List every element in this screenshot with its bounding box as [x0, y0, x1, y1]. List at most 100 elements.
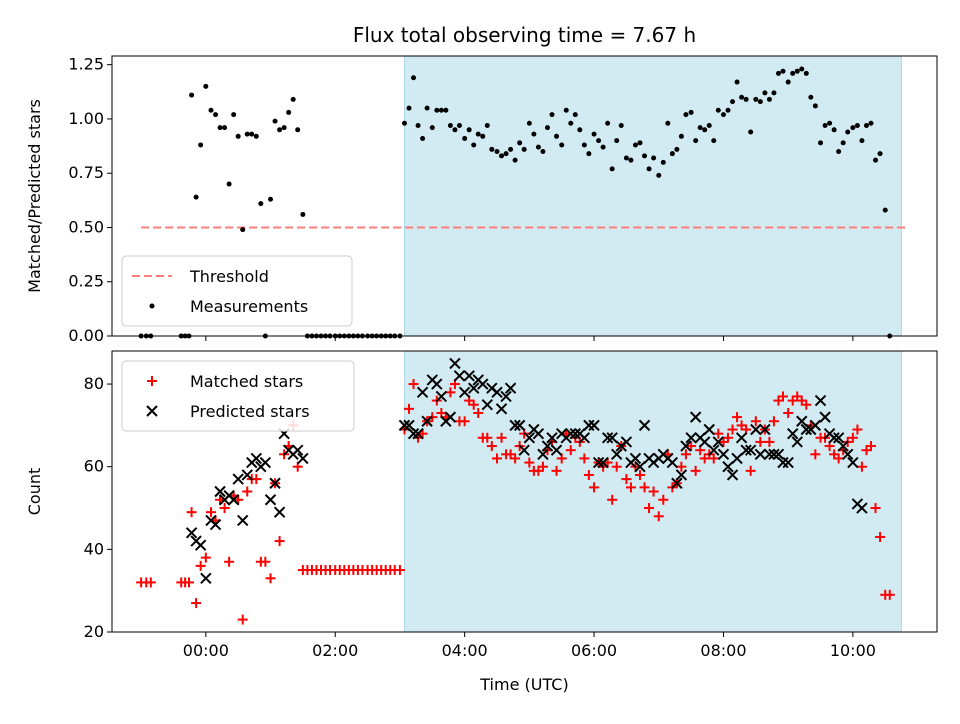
data-point [841, 448, 854, 461]
data-point [459, 416, 470, 427]
data-point [868, 120, 874, 126]
legend: Threshold Measurements [121, 255, 353, 327]
x-b [500, 390, 512, 403]
data-point [577, 127, 583, 133]
data-point [588, 419, 600, 432]
x-b [444, 411, 457, 423]
data-point [852, 424, 863, 435]
data-point [504, 382, 517, 394]
data-point [648, 486, 659, 497]
data-point [517, 140, 523, 146]
x-b [569, 427, 582, 440]
x-b [398, 419, 411, 432]
data-point [518, 444, 530, 456]
x-b [606, 432, 618, 444]
x-b [837, 440, 849, 452]
data-point [492, 453, 502, 464]
data-point [836, 149, 842, 155]
data-point [711, 138, 717, 144]
data-point [224, 556, 235, 567]
x-b [666, 456, 679, 469]
data-point [394, 565, 405, 576]
x-b [416, 386, 429, 399]
data-point [578, 432, 591, 444]
data-point [731, 452, 743, 465]
x-b [750, 423, 762, 436]
data-point [411, 75, 417, 81]
data-point [510, 453, 521, 464]
data-point [272, 118, 278, 124]
data-point [730, 99, 736, 105]
x-b [689, 411, 702, 423]
axes-frame [111, 55, 938, 337]
legend-label: Measurements [190, 297, 308, 316]
legend-swatch [146, 405, 158, 417]
x-b [638, 419, 651, 432]
data-point [268, 196, 274, 202]
x-b [768, 448, 780, 461]
x-b [777, 456, 789, 469]
y-tick-label: 0.75 [68, 163, 104, 182]
data-point [535, 144, 541, 150]
data-point [195, 560, 206, 571]
legend-swatch [149, 303, 155, 309]
data-point [634, 460, 646, 473]
data-point [726, 469, 739, 481]
data-point [845, 129, 851, 135]
data-point [688, 109, 694, 115]
data-point [775, 70, 781, 76]
data-point [269, 477, 281, 489]
x-b [841, 448, 854, 461]
data-point [646, 166, 652, 172]
x-b [588, 419, 600, 432]
data-point [191, 598, 202, 609]
data-point [638, 419, 651, 432]
data-point [757, 99, 763, 105]
data-point [297, 452, 309, 465]
data-point [249, 131, 255, 137]
x-b [735, 432, 748, 444]
data-point [628, 157, 634, 163]
data-point [819, 411, 831, 423]
data-point [236, 514, 249, 527]
data-point [531, 131, 537, 137]
data-point [550, 444, 563, 456]
data-point [680, 440, 692, 452]
data-point [431, 378, 443, 390]
data-point [445, 387, 456, 398]
x-b [819, 411, 831, 423]
data-point [443, 107, 449, 113]
x-b [578, 432, 591, 444]
data-point [513, 419, 526, 432]
data-point [777, 456, 789, 469]
data-point [198, 142, 204, 148]
data-point [503, 151, 509, 157]
data-point [241, 469, 253, 481]
data-point [739, 94, 745, 100]
data-point [512, 157, 518, 163]
data-point [611, 461, 622, 472]
data-point [556, 453, 567, 464]
data-point [554, 133, 560, 139]
x-b [610, 448, 623, 461]
data-point [217, 125, 223, 131]
data-point [632, 142, 638, 148]
x-b [185, 527, 198, 539]
data-point [827, 120, 833, 126]
x-b [772, 448, 785, 461]
axes-frame [111, 350, 938, 633]
data-point [186, 507, 197, 518]
x-b [273, 506, 286, 518]
x-b [453, 370, 466, 382]
x-b [597, 456, 609, 469]
data-point [592, 456, 605, 469]
data-point [274, 536, 285, 547]
data-point [818, 140, 824, 146]
x-tick-label: 08:00 [700, 641, 746, 660]
data-point [250, 452, 263, 465]
data-point [185, 527, 198, 539]
data-point [145, 577, 156, 588]
data-point [184, 577, 194, 588]
data-point [237, 614, 248, 625]
data-point [200, 572, 212, 584]
